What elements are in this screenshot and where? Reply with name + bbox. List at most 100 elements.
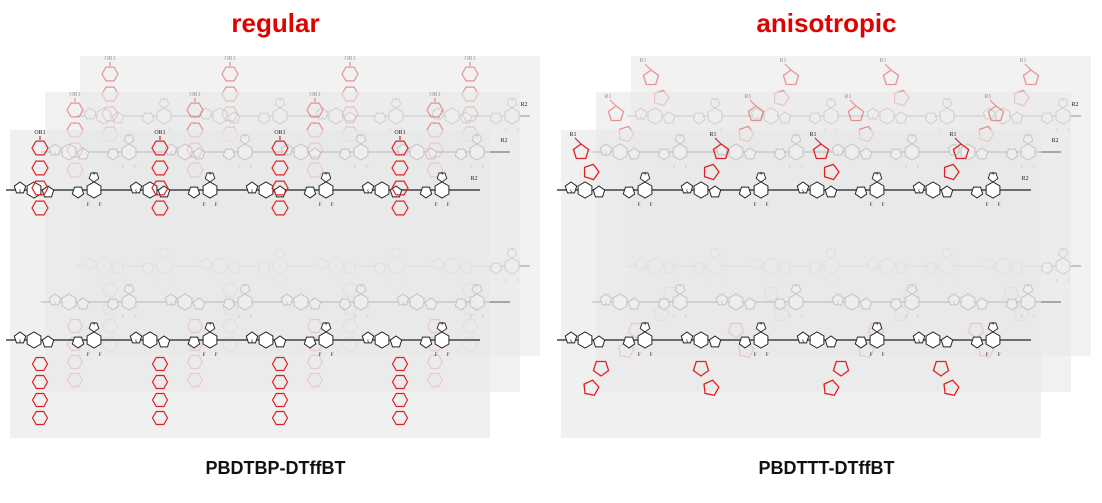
thiophene-ring — [157, 335, 171, 348]
benzothiadiazole-ring — [637, 181, 653, 199]
polymer-packing-diagram-regular: SFFNSFFNSFFNSFFNSFFNSFFNSFFNSFFNOR1OR1OR… — [6, 56, 540, 438]
sulfur-atom-label: S — [802, 190, 805, 195]
thiophene-ring-sidechain — [692, 360, 710, 377]
r2-label: R2 — [1021, 176, 1028, 182]
sidechain-r1-label: R1 — [569, 132, 576, 138]
thiophene-ring-sidechain — [782, 69, 800, 86]
sidechain-or1-label: OR1 — [154, 130, 165, 136]
sidechain-bond — [609, 99, 617, 107]
phenyl-ring-sidechain — [151, 160, 169, 176]
fluorine-atom-label: F — [99, 203, 102, 208]
structure-figure-regular: SFFNSFFNSFFNSFFNSFFNSFFNSFFNSFFNOR1OR1OR… — [0, 52, 551, 452]
phenyl-ring-sidechain — [271, 140, 289, 156]
polymer-backbone: S F F N S F F N S F F N S F F N — [557, 171, 1031, 208]
fluorine-atom-label: F — [331, 353, 334, 358]
sidechain-bond — [749, 99, 757, 107]
thiadiazole-ring — [436, 172, 448, 183]
sheet-plane — [561, 130, 1041, 438]
benzene-ring — [809, 331, 825, 349]
sulfur-atom-label: S — [570, 190, 573, 195]
benzothiadiazole-ring — [202, 331, 218, 349]
nitrogen-atom-label: N — [876, 171, 879, 176]
thiophene-ring — [41, 185, 55, 198]
sulfur-atom-label: S — [19, 340, 22, 345]
sidechain-bond — [644, 63, 652, 71]
thiophene-ring-sidechain — [1022, 69, 1040, 86]
fluorine-atom-label: F — [754, 353, 757, 358]
phenyl-ring-sidechain — [391, 180, 409, 196]
benzothiadiazole-ring — [434, 181, 450, 199]
fluorine-atom-label: F — [319, 203, 322, 208]
sidechain-bond — [574, 137, 582, 145]
nitrogen-atom-label: N — [209, 171, 212, 176]
sidechain-or1-label: OR1 — [394, 130, 405, 136]
fluorine-atom-label: F — [87, 203, 90, 208]
sidechain-or1-label: OR1 — [224, 56, 235, 62]
phenyl-ring-sidechain — [391, 410, 409, 426]
phenyl-ring-sidechain — [31, 374, 49, 390]
thiophene-ring-sidechain — [987, 105, 1005, 122]
thiophene-ring — [796, 181, 810, 194]
fluorine-atom-label: F — [447, 353, 450, 358]
sidechain-r1-label: R1 — [639, 58, 646, 64]
thiadiazole-ring — [639, 322, 651, 333]
benzothiadiazole-ring — [985, 181, 1001, 199]
benzothiadiazole-ring — [753, 181, 769, 199]
thiophene-ring-sidechain — [882, 69, 900, 86]
thiophene-ring-sidechain — [583, 163, 600, 181]
sulfur-atom-label: S — [135, 340, 138, 345]
nitrogen-atom-label: N — [644, 321, 647, 326]
thiophene-ring — [129, 331, 143, 344]
thiophene-ring — [708, 335, 722, 348]
phenyl-ring-sidechain — [151, 356, 169, 372]
thiophene-ring-sidechain — [847, 105, 865, 122]
thiadiazole-ring — [88, 172, 100, 183]
benzothiadiazole-ring — [86, 181, 102, 199]
thiophene-ring — [592, 185, 606, 198]
fluorine-atom-label: F — [998, 203, 1001, 208]
polymer-packing-diagram-anisotropic: SFFNSFFNSFFNSFFNSFFNSFFNSFFNSFFNR1R1R1R1… — [557, 56, 1091, 438]
sidechain-bond — [849, 99, 857, 107]
fluorine-atom-label: F — [203, 203, 206, 208]
sidechain-r1-label: R1 — [779, 58, 786, 64]
benzothiadiazole-ring — [985, 331, 1001, 349]
phenyl-ring-sidechain — [151, 410, 169, 426]
thiadiazole-ring — [204, 322, 216, 333]
nitrogen-atom-label: N — [209, 321, 212, 326]
thiophene-ring — [824, 335, 838, 348]
phenyl-ring-sidechain — [151, 180, 169, 196]
nitrogen-atom-label: N — [325, 321, 328, 326]
thiophene-ring — [854, 336, 868, 349]
nitrogen-atom-label: N — [93, 171, 96, 176]
thiophene-ring — [708, 185, 722, 198]
fluorine-atom-label: F — [870, 353, 873, 358]
sulfur-atom-label: S — [570, 340, 573, 345]
thiophene-ring — [361, 181, 375, 194]
thiophene-ring — [738, 186, 752, 199]
phenyl-ring-sidechain — [101, 66, 119, 82]
phenyl-ring-sidechain — [391, 200, 409, 216]
fluorine-atom-label: F — [319, 353, 322, 358]
fluorine-atom-label: F — [986, 203, 989, 208]
sidechain-r1-label: R1 — [744, 94, 751, 100]
thiophene-ring — [592, 335, 606, 348]
fluorine-atom-label: F — [99, 353, 102, 358]
sulfur-atom-label: S — [19, 190, 22, 195]
benzothiadiazole-ring — [434, 331, 450, 349]
thiophene-ring — [854, 186, 868, 199]
sidechain-or1-label: OR1 — [69, 92, 80, 98]
r2-label: R2 — [520, 102, 527, 108]
thiophene-ring — [796, 331, 810, 344]
thiophene-ring — [187, 336, 201, 349]
phenyl-ring-sidechain — [31, 356, 49, 372]
benzene-ring — [577, 181, 593, 199]
fluorine-atom-label: F — [650, 203, 653, 208]
benzene-ring — [925, 181, 941, 199]
benzene-ring — [142, 331, 158, 349]
nitrogen-atom-label: N — [644, 171, 647, 176]
sidechain-r1-label: R1 — [809, 132, 816, 138]
phenyl-ring-sidechain — [151, 200, 169, 216]
sidechain-r1-label: R1 — [879, 58, 886, 64]
phenyl-ring-sidechain — [31, 410, 49, 426]
thiadiazole-ring — [871, 322, 883, 333]
